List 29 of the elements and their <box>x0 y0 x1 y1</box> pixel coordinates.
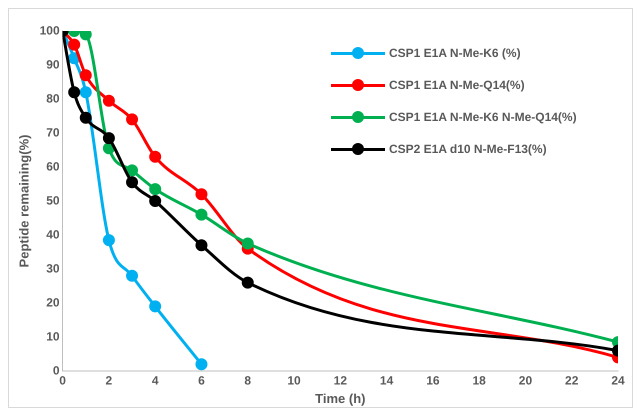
y-tick-label: 50 <box>46 193 60 208</box>
legend-label: CSP1 E1A N-Me-K6 N-Me-Q14(%) <box>389 110 577 124</box>
y-tick-label: 20 <box>46 295 60 310</box>
y-tick-label: 0 <box>52 363 60 378</box>
x-tick-label: 18 <box>472 374 486 388</box>
x-tick-label: 12 <box>334 374 348 388</box>
x-axis-title: Time (h) <box>315 390 366 406</box>
legend-label: CSP1 E1A N-Me-Q14(%) <box>389 78 525 92</box>
x-tick-label: 22 <box>565 374 579 388</box>
legend-label: CSP2 E1A d10 N-Me-F13(%) <box>389 142 547 156</box>
y-tick-label: 40 <box>46 227 60 242</box>
y-tick-label: 70 <box>46 125 60 140</box>
y-tick-label: 90 <box>46 57 60 72</box>
y-tick-label: 60 <box>46 159 60 174</box>
y-tick-label: 80 <box>46 91 60 106</box>
x-tick-label: 14 <box>380 374 394 388</box>
y-tick-label: 10 <box>46 329 60 344</box>
x-tick-label: 2 <box>106 374 113 388</box>
y-tick-label: 30 <box>46 261 60 276</box>
y-axis-title: Peptide remaining(%) <box>16 134 32 268</box>
x-tick-label: 6 <box>198 374 206 388</box>
x-tick-label: 8 <box>244 374 252 388</box>
y-tick-label: 100 <box>40 23 60 38</box>
x-tick-label: 4 <box>152 374 159 388</box>
x-tick-label: 20 <box>518 374 532 388</box>
x-tick-label: 10 <box>287 374 302 388</box>
x-tick-label: 16 <box>426 374 440 388</box>
x-tick-label: 24 <box>611 374 625 388</box>
legend-label: CSP1 E1A N-Me-K6 (%) <box>389 46 521 60</box>
